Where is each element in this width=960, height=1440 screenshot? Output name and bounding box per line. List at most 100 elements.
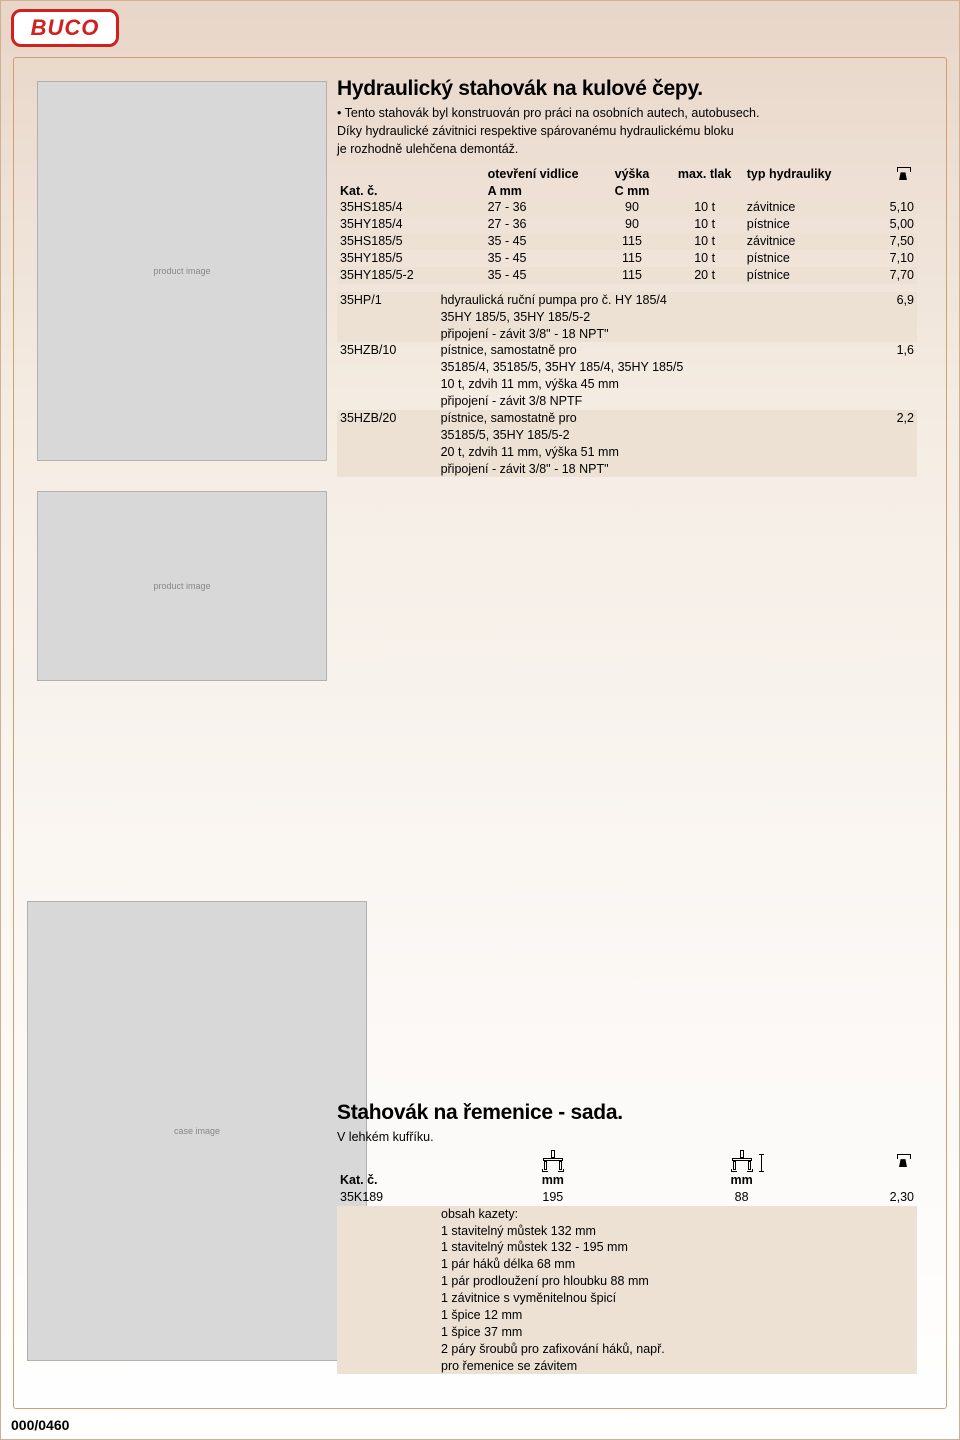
cell-tlak: 10 t	[666, 250, 744, 267]
section1-bullet-3: je rozhodně ulehčena demontáž.	[337, 141, 917, 158]
catalog-page: BUCO product image product image case im…	[0, 0, 960, 1440]
section1-bullet-1: • Tento stahovák byl konstruován pro prá…	[337, 105, 917, 122]
cell-desc: pístnice, samostatně pro	[438, 342, 856, 359]
weight-icon-cell-2	[836, 1150, 917, 1172]
table-row: připojení - závit 3/8" - 18 NPT"	[337, 326, 917, 343]
cell-desc: připojení - závit 3/8" - 18 NPT"	[438, 461, 856, 478]
cell-weight: 7,50	[856, 233, 918, 250]
table-header-row-2: Kat. č. A mm C mm	[337, 183, 917, 200]
table-row: 35HS185/535 - 4511510 tzávitnice7,50	[337, 233, 917, 250]
hdr-col4-l1: max. tlak	[666, 166, 744, 183]
section2-subtitle: V lehkém kufříku.	[337, 1129, 917, 1146]
page-footer-code: 000/0460	[11, 1417, 69, 1433]
section-hydraulic-puller: Hydraulický stahovák na kulové čepy. • T…	[337, 77, 917, 477]
contents-line: 1 pár prodloužení pro hloubku 88 mm	[441, 1273, 917, 1290]
logo-text: BUCO	[31, 15, 100, 41]
product-image-1: product image	[37, 81, 327, 461]
cell-desc: hdyraulická ruční pumpa pro č. HY 185/4	[438, 292, 856, 309]
table-row: 35HY185/535 - 4511510 tpístnice7,10	[337, 250, 917, 267]
hdr-col5-l1: typ hydrauliky	[744, 166, 856, 183]
cell-tlak: 10 t	[666, 233, 744, 250]
hdr-col3-l1: výška	[598, 166, 665, 183]
cell-tlak: 20 t	[666, 267, 744, 284]
s2-hdr-col1: Kat. č.	[337, 1172, 458, 1189]
s2-row-v2: 88	[647, 1189, 836, 1206]
logo-box: BUCO	[11, 9, 119, 47]
section2-title: Stahovák na řemenice - sada.	[337, 1101, 917, 1125]
contents-line: 1 stavitelný můstek 132 - 195 mm	[441, 1239, 917, 1256]
section1-title: Hydraulický stahovák na kulové čepy.	[337, 77, 917, 101]
cell-kat: 35HP/1	[337, 292, 438, 309]
s2-row-w: 2,30	[836, 1189, 917, 1206]
cell-desc: 35185/4, 35185/5, 35HY 185/4, 35HY 185/5	[438, 359, 856, 376]
section-pulley-puller-set: Stahovák na řemenice - sada. V lehkém ku…	[337, 1101, 917, 1374]
cell-a: 35 - 45	[438, 267, 599, 284]
table-row: 35185/5, 35HY 185/5-2	[337, 427, 917, 444]
hdr-col4-l2	[666, 183, 744, 200]
cell-weight: 1,6	[856, 342, 918, 359]
cell-weight: 5,00	[856, 216, 918, 233]
contents-line: 1 stavitelný můstek 132 mm	[441, 1223, 917, 1240]
hdr-col5-l2	[744, 183, 856, 200]
hdr-col1-l1	[337, 166, 438, 183]
hdr-col1-l2: Kat. č.	[337, 183, 438, 200]
cell-c: 115	[598, 250, 665, 267]
cell-tlak: 10 t	[666, 199, 744, 216]
cell-kat: 35HS185/5	[337, 233, 438, 250]
cell-typ: pístnice	[744, 250, 856, 267]
section2-data-row: 35K189 195 88 2,30	[337, 1189, 917, 1206]
section2-contents: obsah kazety: 1 stavitelný můstek 132 mm…	[337, 1206, 917, 1375]
weight-icon	[892, 1154, 914, 1168]
cell-a: 27 - 36	[438, 216, 599, 233]
contents-label: obsah kazety:	[441, 1206, 917, 1223]
weight-icon	[892, 167, 914, 181]
table-row: 35185/4, 35185/5, 35HY 185/4, 35HY 185/5	[337, 359, 917, 376]
hdr-weight-icon-cell	[856, 166, 918, 183]
cell-weight: 6,9	[856, 292, 918, 309]
hdr-col3-l2: C mm	[598, 183, 665, 200]
table-row: 35HZB/10pístnice, samostatně pro1,6	[337, 342, 917, 359]
table-row: 35HS185/427 - 369010 tzávitnice5,10	[337, 199, 917, 216]
table-header-row-1: otevření vidlice výška max. tlak typ hyd…	[337, 166, 917, 183]
section2-icon-row	[337, 1150, 917, 1172]
puller-width-icon	[541, 1150, 565, 1172]
cell-weight: 5,10	[856, 199, 918, 216]
cell-a: 35 - 45	[438, 250, 599, 267]
hdr-col2-l1: otevření vidlice	[438, 166, 599, 183]
cell-typ: pístnice	[744, 216, 856, 233]
cell-c: 115	[598, 267, 665, 284]
cell-desc: 35HY 185/5, 35HY 185/5-2	[438, 309, 856, 326]
table-row: připojení - závit 3/8" - 18 NPT"	[337, 461, 917, 478]
cell-kat: 35HS185/4	[337, 199, 438, 216]
s2-row-v1: 195	[458, 1189, 647, 1206]
cell-desc: 10 t, zdvih 11 mm, výška 45 mm	[438, 376, 856, 393]
hdr-col6-l2	[856, 183, 918, 200]
puller-icon-cell-1	[458, 1150, 647, 1172]
cell-weight: 7,10	[856, 250, 918, 267]
puller-height-icon	[730, 1150, 754, 1172]
cell-kat: 35HY185/4	[337, 216, 438, 233]
cell-weight: 7,70	[856, 267, 918, 284]
cell-weight: 2,2	[856, 410, 918, 427]
cell-typ: závitnice	[744, 199, 856, 216]
cell-c: 90	[598, 216, 665, 233]
table-row: 35HY185/5-235 - 4511520 tpístnice7,70	[337, 267, 917, 284]
cell-desc: pístnice, samostatně pro	[438, 410, 856, 427]
contents-line: 1 pár háků délka 68 mm	[441, 1256, 917, 1273]
cell-typ: pístnice	[744, 267, 856, 284]
contents-line: 1 špice 12 mm	[441, 1307, 917, 1324]
product-image-2: product image	[37, 491, 327, 681]
cell-typ: závitnice	[744, 233, 856, 250]
section2-table: Kat. č. mm mm 35K189 195 88 2,30	[337, 1150, 917, 1206]
section1-bullet-2: Díky hydraulické závitnici respektive sp…	[337, 123, 917, 140]
section1-table: otevření vidlice výška max. tlak typ hyd…	[337, 166, 917, 478]
cell-kat: 35HY185/5-2	[337, 267, 438, 284]
hdr-col2-l2: A mm	[438, 183, 599, 200]
cell-c: 90	[598, 199, 665, 216]
s2-row-kat: 35K189	[337, 1189, 458, 1206]
puller-icon-cell-2	[647, 1150, 836, 1172]
cell-kat: 35HY185/5	[337, 250, 438, 267]
table-row: 10 t, zdvih 11 mm, výška 45 mm	[337, 376, 917, 393]
cell-kat: 35HZB/10	[337, 342, 438, 359]
contents-line: 1 špice 37 mm	[441, 1324, 917, 1341]
